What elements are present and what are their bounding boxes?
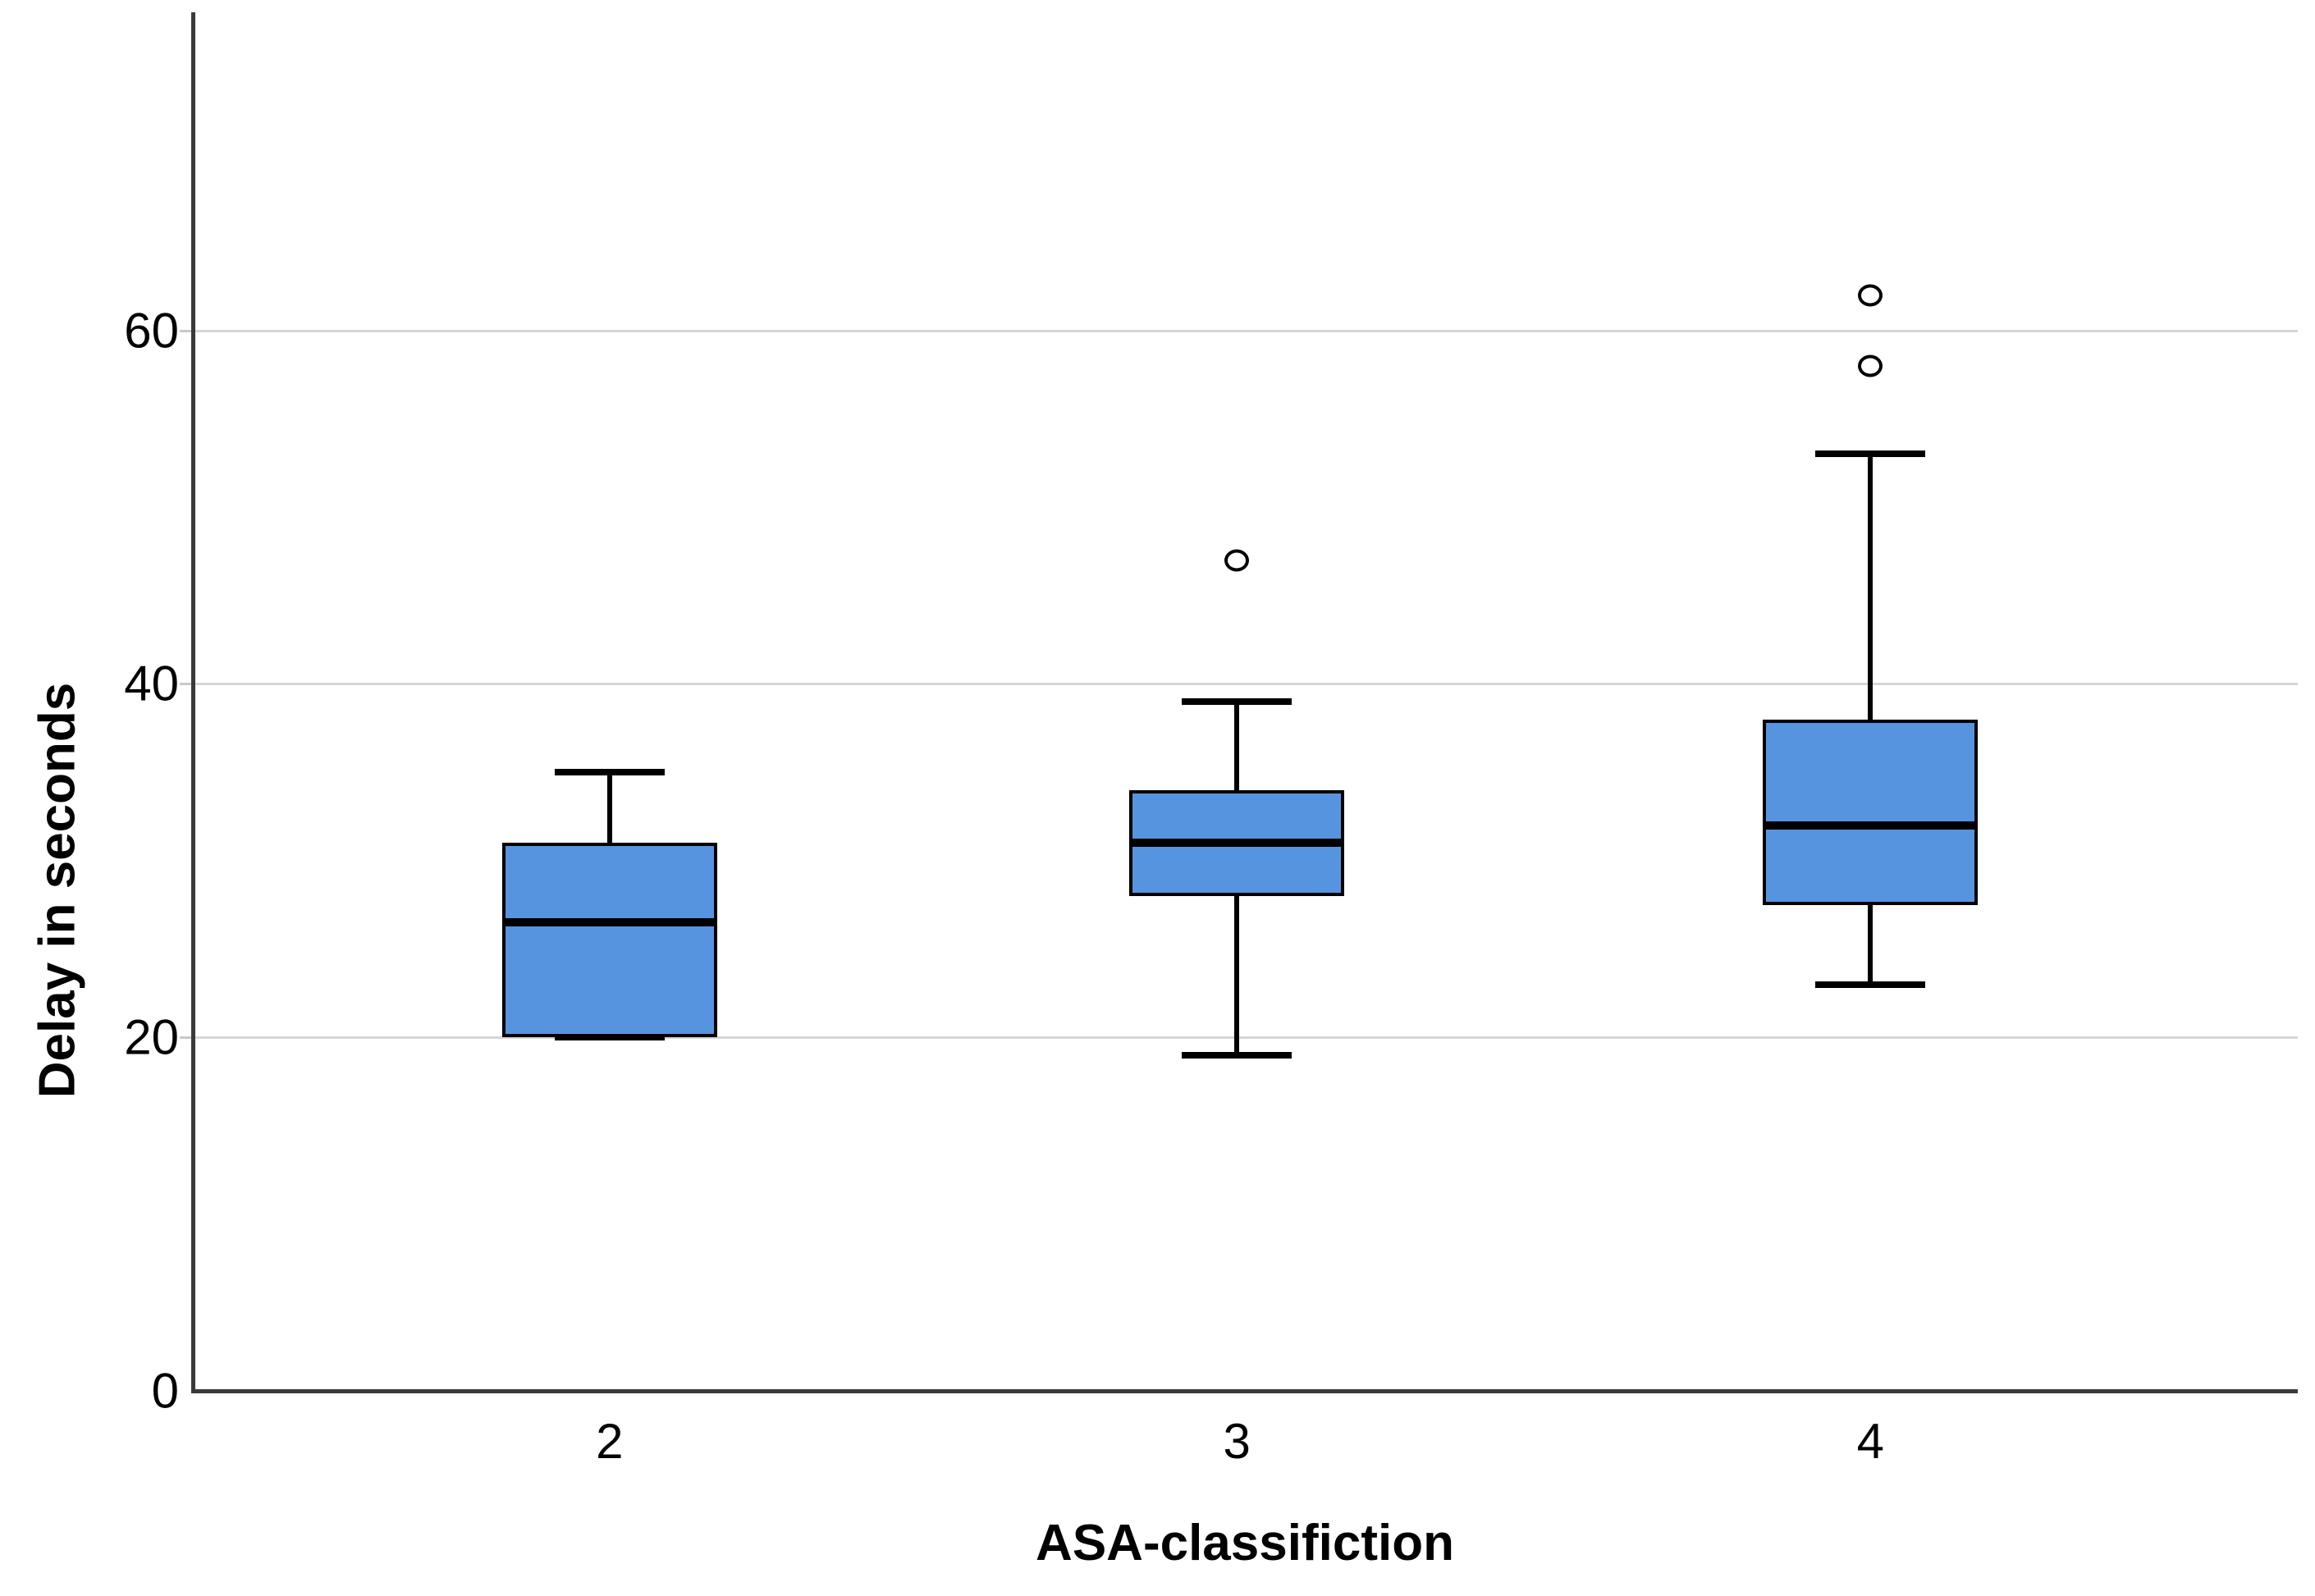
median-line xyxy=(1763,821,1979,830)
lower-whisker-cap xyxy=(1815,981,1926,988)
y-tick-mark xyxy=(180,1036,193,1040)
y-tick-label: 20 xyxy=(124,1009,179,1065)
lower-whisker-cap xyxy=(1182,1051,1292,1059)
y-tick-mark xyxy=(180,683,193,686)
y-tick-label: 40 xyxy=(124,656,179,711)
upper-whisker-line xyxy=(1234,702,1240,790)
y-gridline xyxy=(194,1036,2298,1040)
x-axis-line xyxy=(191,1389,2298,1393)
y-gridline xyxy=(194,329,2298,332)
x-axis-title: ASA-classifiction xyxy=(1036,1515,1454,1571)
outlier-point xyxy=(1224,549,1250,572)
upper-whisker-cap xyxy=(1182,698,1292,705)
median-line xyxy=(1129,839,1345,848)
y-tick-mark xyxy=(180,329,193,332)
outlier-point xyxy=(1858,284,1883,307)
y-axis-line xyxy=(191,12,195,1393)
upper-whisker-line xyxy=(1868,454,1874,720)
median-line xyxy=(501,918,717,927)
box xyxy=(501,843,717,1038)
upper-whisker-cap xyxy=(1815,450,1926,458)
x-tick-label: 2 xyxy=(596,1414,624,1469)
upper-whisker-cap xyxy=(554,769,665,776)
upper-whisker-line xyxy=(606,772,612,844)
y-tick-label: 60 xyxy=(124,303,179,359)
lower-whisker-line xyxy=(1234,895,1240,1055)
box xyxy=(1763,719,1979,905)
lower-whisker-line xyxy=(1868,904,1874,985)
x-tick-label: 4 xyxy=(1856,1414,1884,1469)
outlier-point xyxy=(1858,354,1883,377)
lower-whisker-cap xyxy=(554,1034,665,1041)
y-gridline xyxy=(194,683,2298,686)
y-tick-label: 0 xyxy=(151,1363,179,1419)
x-tick-label: 3 xyxy=(1223,1414,1251,1469)
